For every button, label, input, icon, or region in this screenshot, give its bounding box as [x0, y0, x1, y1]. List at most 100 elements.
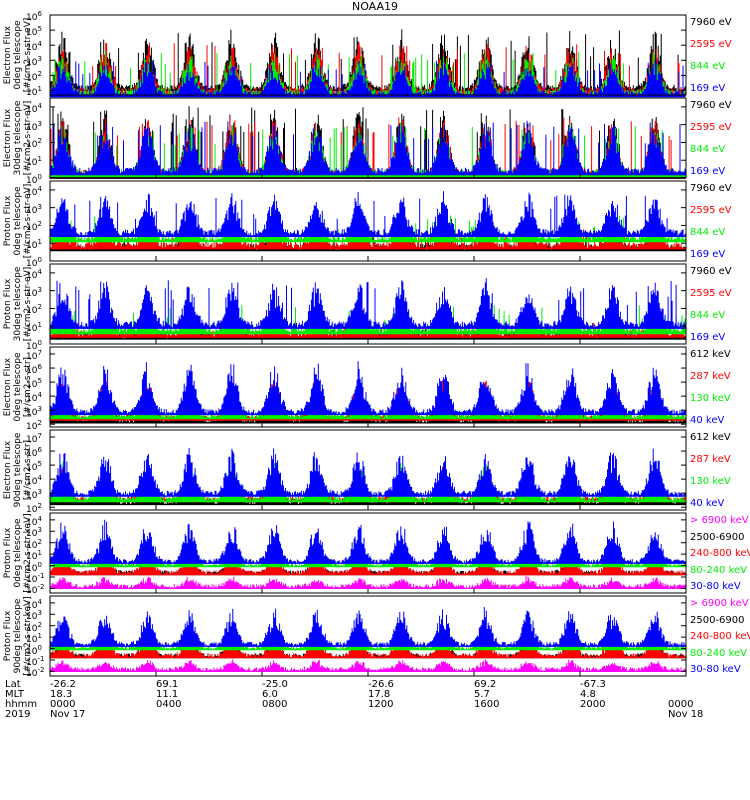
y-tick-label: 101	[26, 85, 42, 99]
trace-blue	[49, 448, 686, 497]
legend-entry: 30-80 keV	[690, 664, 741, 675]
x-tick-hhmm: 0400	[156, 699, 182, 710]
legend-entry: 2500-6900	[690, 531, 745, 543]
y-tick-label: 105	[26, 460, 42, 474]
y-tick-label: 104	[26, 391, 42, 405]
y-axis-label: TED Proton Flux 30deg telescope [#/cm2-s-st…	[0, 266, 33, 342]
y-tick-label: 102	[26, 419, 42, 433]
legend-entry: 844 eV	[690, 61, 726, 72]
x-tick-hhmm: 0000	[668, 699, 694, 710]
x-tick-lat: -26.2	[50, 679, 76, 690]
trace-blue	[49, 278, 686, 329]
x-tick-date: Nov 18	[668, 709, 704, 720]
x-axis-row-label: hhmm	[5, 699, 38, 710]
x-axis-row-label: 2019	[5, 709, 31, 720]
trace-magenta	[49, 659, 686, 672]
y-axis-label: TED Proton Flux 0deg telescope [#/cm2-s-str…	[0, 183, 33, 259]
y-tick-label: 106	[26, 363, 42, 377]
trace-blue	[49, 607, 686, 647]
y-tick-label: 100	[26, 339, 42, 352]
trace-blue	[49, 361, 686, 416]
legend-entry: 844 eV	[690, 227, 726, 238]
legend-entry: 7960 eV	[690, 183, 732, 194]
x-tick-hhmm: 1600	[474, 699, 500, 710]
y-tick-label: 104	[26, 184, 42, 198]
x-tick-mlt: 18.3	[50, 689, 73, 700]
panel-3	[49, 180, 687, 262]
y-tick-label: 101	[26, 238, 42, 252]
y-tick-label: 100	[26, 173, 42, 186]
y-tick-label: 103	[26, 609, 42, 623]
x-tick-lat: 69.2	[474, 679, 497, 690]
legend-entry: 130 keV	[690, 476, 731, 487]
y-tick-label: 105	[26, 377, 42, 391]
x-tick-mlt: 11.1	[156, 689, 179, 700]
x-tick-hhmm: 1200	[368, 699, 394, 710]
y-tick-label: 104	[26, 267, 42, 281]
legend-entry: 2595 eV	[690, 39, 732, 50]
y-axis-label: MEPED Electron Flux 90deg telescope [#/cm2-…	[0, 432, 33, 508]
panel-7	[49, 512, 687, 594]
y-axis-label: MEPED Proton Flux 0deg telescope [#/cm2-s-s…	[0, 513, 33, 593]
y-tick-label: 102	[26, 502, 42, 516]
trace-blue	[49, 191, 686, 237]
panel-6	[49, 429, 687, 511]
legend-entry: 287 keV	[690, 454, 731, 465]
x-tick-lat: -26.6	[368, 679, 394, 690]
legend-entry: 40 keV	[690, 498, 725, 509]
x-axis-row-label: Lat	[5, 679, 21, 690]
legend-entry: 844 eV	[690, 310, 726, 321]
y-axis-label: MEPED Electron Flux 0deg telescope [#/cm2-s…	[0, 352, 33, 422]
y-axis-label: TED Electron Flux 0deg telescope [#/cm2-s-s…	[0, 17, 33, 93]
legend-entry: 169 eV	[690, 166, 726, 177]
y-tick-label: 102	[26, 137, 42, 151]
y-tick-label: 107	[26, 349, 42, 363]
x-tick-lat: -67.3	[580, 679, 606, 690]
y-tick-label: 103	[26, 405, 42, 419]
trace-magenta	[49, 575, 686, 589]
legend-entry: 240-800 keV	[690, 548, 750, 559]
y-tick-label: 104	[26, 514, 42, 528]
y-tick-label: 105	[26, 25, 42, 39]
x-tick-mlt: 5.7	[474, 689, 490, 700]
legend-entry: 844 eV	[690, 144, 726, 155]
y-tick-label: 100	[26, 560, 42, 574]
legend-entry: 80-240 keV	[690, 564, 748, 576]
y-tick-label: 101	[26, 549, 42, 563]
x-tick-mlt: 6.0	[262, 689, 278, 700]
legend-entry: 2500-6900	[690, 614, 745, 626]
legend-entry: 130 keV	[690, 393, 731, 404]
x-tick-lat: -25.0	[262, 679, 288, 690]
legend-entry: 612 keV	[690, 432, 731, 443]
x-tick-mlt: 17.8	[368, 689, 391, 700]
y-tick-label: 102	[26, 70, 42, 84]
y-tick-label: 100	[26, 256, 42, 269]
y-tick-label: 103	[26, 202, 42, 216]
y-tick-label: 103	[26, 119, 42, 133]
y-tick-label: 10-2	[26, 666, 45, 680]
y-tick-label: 102	[26, 303, 42, 317]
legend-entry: 2595 eV	[690, 205, 732, 216]
y-tick-label: 104	[26, 597, 42, 611]
y-tick-label: 102	[26, 537, 42, 551]
legend-entry: 169 eV	[690, 83, 726, 94]
legend-entry: > 6900 keV	[690, 598, 749, 609]
y-tick-label: 107	[26, 432, 42, 446]
y-tick-label: 10-1	[26, 655, 45, 668]
legend-entry: 40 keV	[690, 415, 725, 426]
x-axis-row-label: MLT	[5, 689, 24, 700]
x-tick-lat: 69.1	[156, 679, 179, 690]
legend-entry: 7960 eV	[690, 100, 732, 111]
legend-entry: > 6900 keV	[690, 515, 749, 526]
y-tick-label: 102	[26, 220, 42, 234]
y-tick-label: 104	[26, 40, 42, 54]
y-tick-label: 103	[26, 526, 42, 540]
y-axis-label: TED Electron Flux 30deg telescope [#/cm2-s-…	[0, 100, 33, 176]
legend-entry: 7960 eV	[690, 266, 732, 277]
y-axis-label: MEPED Proton Flux 90deg telescope [#/cm2-s-…	[0, 596, 33, 676]
x-tick-hhmm: 0000	[50, 699, 76, 710]
panel-4	[49, 263, 687, 345]
y-tick-label: 10-2	[26, 583, 45, 597]
legend-entry: 30-80 keV	[690, 581, 741, 592]
x-tick-mlt: 4.8	[580, 689, 596, 700]
